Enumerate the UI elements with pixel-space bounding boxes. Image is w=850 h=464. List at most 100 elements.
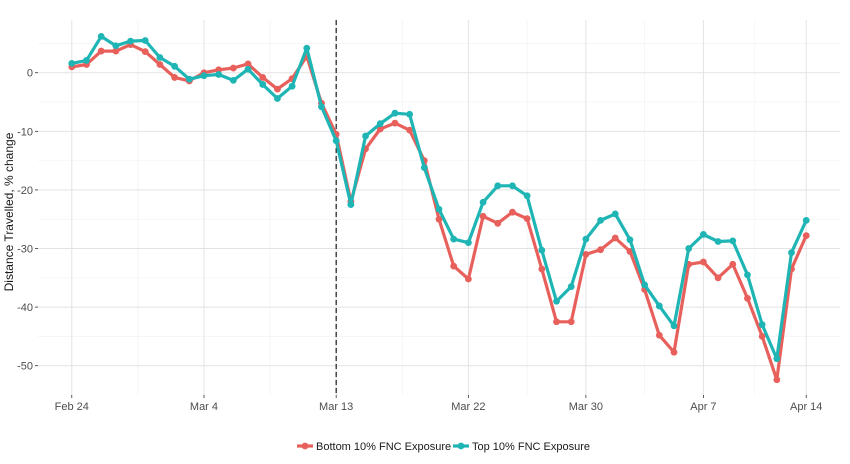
data-point (494, 182, 502, 190)
data-point (420, 164, 428, 172)
x-tick-label: Feb 24 (55, 401, 89, 413)
data-point (509, 208, 516, 216)
data-point (773, 376, 781, 384)
data-point (523, 192, 531, 200)
data-point (156, 61, 164, 68)
data-point (318, 103, 325, 111)
data-point (244, 65, 252, 73)
data-point (670, 322, 678, 330)
data-point (494, 219, 502, 227)
data-point (567, 318, 575, 326)
data-point (391, 109, 399, 117)
data-point (479, 198, 487, 206)
data-point (582, 250, 590, 258)
data-point (523, 215, 531, 223)
data-point (582, 235, 590, 243)
data-point (362, 132, 369, 140)
legend-key-point (457, 442, 465, 450)
data-point (171, 74, 179, 81)
data-point (538, 265, 546, 273)
data-point (758, 333, 766, 340)
data-point (215, 66, 223, 74)
data-point (597, 246, 604, 254)
y-tick-label: -40 (17, 302, 33, 314)
data-point (714, 238, 722, 245)
data-point (406, 126, 414, 134)
data-point (758, 321, 766, 329)
grid-lines (38, 20, 840, 395)
data-point (259, 81, 267, 88)
data-point (567, 283, 575, 291)
data-point (744, 294, 751, 302)
data-point (244, 60, 252, 68)
data-point (655, 331, 663, 339)
x-tick-label: Mar 4 (190, 401, 218, 413)
data-point (376, 125, 384, 133)
x-tick-label: Apr 14 (790, 401, 822, 413)
data-point (229, 64, 237, 72)
data-point (699, 258, 707, 266)
data-point (68, 59, 76, 67)
data-point (229, 76, 237, 84)
data-point (347, 201, 355, 208)
data-point (729, 260, 737, 268)
y-axis-title: Distance Travelled, % change (2, 132, 16, 291)
data-point (200, 72, 208, 80)
data-point (391, 119, 399, 127)
data-point (802, 216, 810, 224)
data-point (288, 82, 296, 90)
data-point (626, 236, 634, 244)
data-point (464, 239, 472, 247)
data-point (112, 47, 120, 55)
x-tick-label: Apr 7 (690, 401, 716, 413)
y-tick-label: 0 (27, 68, 33, 80)
data-point (259, 74, 267, 81)
data-point (553, 297, 560, 305)
data-point (171, 62, 179, 70)
data-point (685, 245, 693, 252)
data-point (156, 54, 164, 61)
y-tick-label: -50 (17, 361, 33, 373)
data-point (376, 120, 384, 128)
data-point (97, 33, 105, 40)
data-point (450, 262, 458, 270)
legend-key-point (301, 442, 309, 450)
legend-label: Bottom 10% FNC Exposure (316, 441, 451, 453)
legend-item: Bottom 10% FNC Exposure (297, 441, 451, 453)
data-point (655, 302, 663, 310)
y-tick-label: -30 (17, 244, 33, 256)
data-point (714, 274, 722, 282)
data-point (670, 348, 678, 356)
data-point (406, 110, 414, 118)
x-tick-label: Mar 13 (319, 401, 353, 413)
series-top-10 (68, 33, 810, 363)
data-point (699, 231, 707, 238)
x-axis-tick-labels: Feb 24 Mar 4 Mar 13 Mar 22 Mar 30 Apr 7 Apr 14 (55, 395, 822, 413)
data-point (274, 85, 281, 93)
data-point (597, 216, 604, 224)
data-point (303, 44, 311, 52)
legend-item: Top 10% FNC Exposure (453, 441, 590, 453)
y-axis-tick-labels: 0 -10 -20 -30 -40 -50 (17, 68, 38, 373)
data-point (185, 75, 193, 83)
data-point (215, 71, 223, 78)
data-point (744, 271, 751, 279)
data-point (773, 355, 781, 363)
series-lines (68, 33, 810, 384)
data-point (553, 318, 560, 326)
data-point (83, 57, 90, 64)
data-point (332, 137, 340, 145)
legend-label: Top 10% FNC Exposure (472, 441, 590, 453)
data-point (127, 37, 134, 45)
data-point (112, 42, 120, 50)
data-point (611, 210, 619, 218)
legend: Bottom 10% FNC Exposure Top 10% FNC Expos… (297, 441, 590, 453)
data-point (538, 246, 546, 254)
data-point (97, 47, 105, 55)
data-point (788, 249, 795, 257)
data-point (274, 95, 281, 102)
data-point (435, 215, 443, 223)
data-point (729, 237, 737, 245)
y-tick-label: -20 (17, 185, 33, 197)
